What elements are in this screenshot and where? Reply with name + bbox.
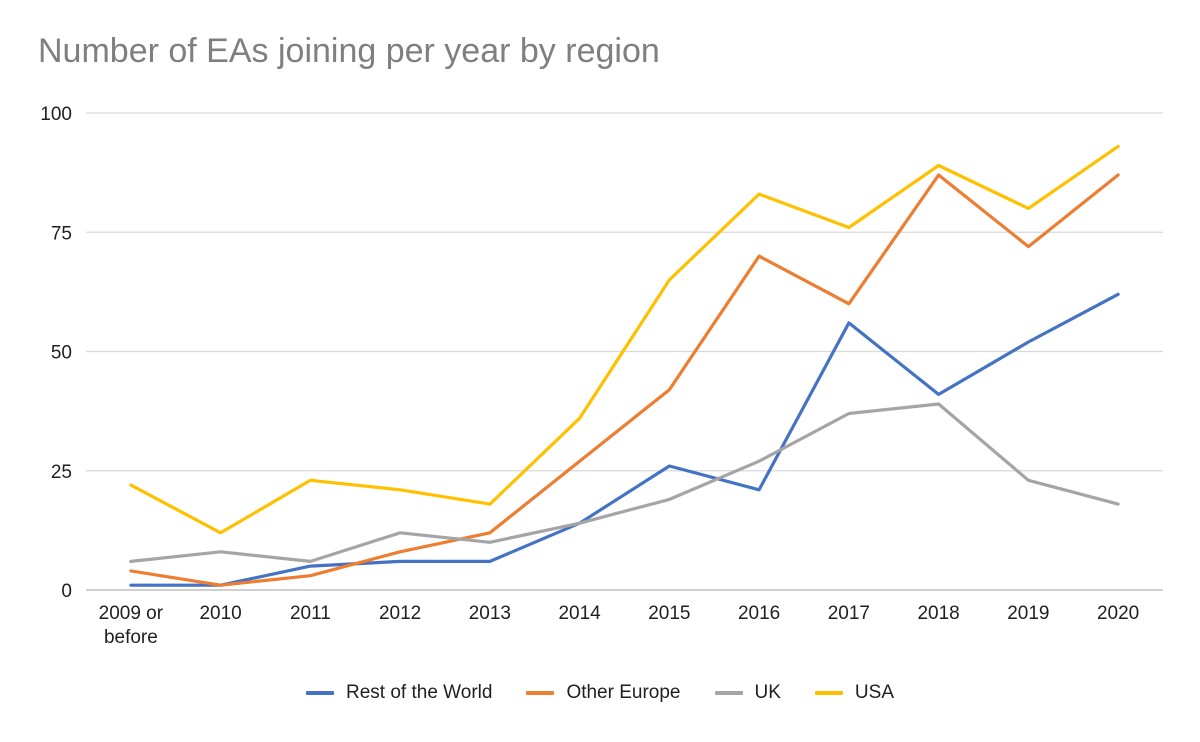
y-tick-label-0: 0 (61, 581, 72, 602)
x-tick-label-4: 2013 (469, 603, 511, 624)
y-tick-label-75: 75 (51, 223, 72, 244)
series-line-rest-of-the-world (129, 292, 1120, 587)
x-tick-label-line: 2016 (738, 603, 780, 624)
legend: Rest of the World Other Europe UK USA (0, 678, 1200, 708)
x-tick-label-line: 2010 (199, 603, 241, 624)
legend-label: USA (854, 682, 894, 703)
legend-label: UK (754, 682, 781, 703)
x-tick-label-11: 2020 (1097, 603, 1139, 624)
x-tick-label-line: 2017 (828, 603, 870, 624)
x-tick-label-line: 2014 (558, 603, 601, 624)
legend-swatch (814, 691, 843, 695)
y-tick-label-25: 25 (51, 462, 72, 483)
legend-label: Rest of the World (346, 682, 493, 703)
legend-swatch (306, 691, 334, 695)
x-tick-label-line: 2018 (917, 603, 959, 624)
legend-item-uk: UK (714, 682, 781, 704)
x-tick-label-line: 2015 (648, 603, 690, 624)
chart-title: Number of EAs joining per year by region (38, 32, 660, 70)
series-line-uk (129, 402, 1120, 564)
legend-label: Other Europe (566, 682, 681, 703)
x-tick-label-10: 2019 (1007, 603, 1049, 624)
series-line-other-europe (129, 173, 1120, 587)
series-line-usa (129, 144, 1120, 535)
y-tick-label-50: 50 (51, 343, 72, 364)
x-tick-label-0: 2009 or before (99, 603, 164, 648)
series-lines (129, 144, 1120, 587)
x-tick-label-8: 2017 (828, 603, 870, 624)
x-axis-tick-labels: 2009 or before 2010 2011 2012 2013 2014 2015 201… (99, 603, 1140, 648)
x-tick-label-9: 2018 (917, 603, 959, 624)
x-tick-label-line: 2009 or (99, 603, 164, 624)
x-tick-label-line: 2020 (1097, 603, 1139, 624)
y-axis-tick-labels: 0 25 50 75 100 (40, 104, 72, 602)
x-tick-label-line: before (104, 627, 158, 648)
x-tick-label-line: 2011 (290, 603, 331, 624)
x-tick-label-1: 2010 (199, 603, 241, 624)
legend-item-usa: USA (814, 682, 894, 704)
x-tick-label-6: 2015 (648, 603, 690, 624)
legend-swatch (526, 691, 555, 695)
x-tick-label-5: 2014 (558, 603, 601, 624)
y-tick-label-100: 100 (40, 104, 72, 125)
x-tick-label-line: 2019 (1007, 603, 1049, 624)
legend-item-other-europe: Other Europe (526, 682, 681, 704)
x-tick-label-line: 2013 (469, 603, 511, 624)
x-tick-label-line: 2012 (379, 603, 421, 624)
x-tick-label-3: 2012 (379, 603, 421, 624)
legend-swatch (714, 691, 743, 695)
x-tick-label-2: 2011 (290, 603, 331, 624)
x-tick-label-7: 2016 (738, 603, 780, 624)
legend-item-rest-of-the-world: Rest of the World (306, 682, 492, 704)
